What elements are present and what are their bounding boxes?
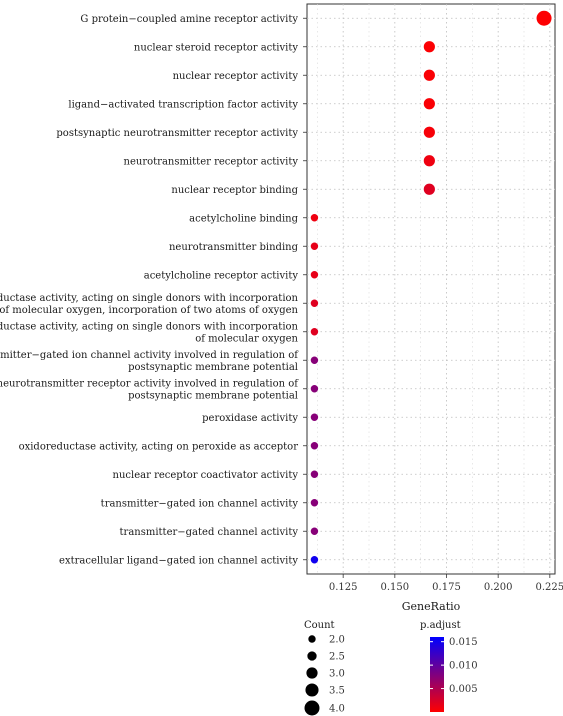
term-label: peroxidase activity	[202, 413, 298, 424]
count-legend-dot	[307, 651, 317, 661]
count-legend-label: 3.0	[329, 669, 345, 680]
data-point	[310, 413, 319, 421]
data-point	[310, 271, 319, 279]
term-label: transmitter−gated ion channel activity	[101, 498, 299, 509]
term-label: neurotransmitter receptor activity invol…	[0, 378, 299, 401]
data-point	[423, 126, 435, 138]
term-label: transmitter−gated channel activity	[120, 527, 299, 538]
data-point	[423, 155, 435, 167]
count-legend-dot	[305, 683, 319, 697]
data-point	[310, 470, 319, 478]
term-label: oxidoreductase activity, acting on singl…	[0, 321, 299, 344]
term-label: neurotransmitter binding	[169, 242, 299, 253]
data-point	[310, 527, 319, 535]
p-adjust-legend-label: 0.010	[449, 661, 478, 672]
count-legend-title: Count	[304, 620, 335, 631]
term-label: nuclear receptor coactivator activity	[113, 470, 299, 481]
p-adjust-legend-label: 0.015	[449, 637, 478, 648]
data-point	[423, 183, 435, 195]
term-label: transmitter−gated ion channel activity i…	[0, 350, 299, 373]
term-label: ligand−activated transcription factor ac…	[68, 99, 298, 110]
x-tick-label: 0.175	[432, 582, 461, 593]
count-legend-label: 3.5	[329, 686, 345, 697]
data-point	[310, 385, 319, 393]
data-point	[310, 356, 319, 364]
x-tick-label: 0.225	[536, 582, 563, 593]
x-axis-label: GeneRatio	[402, 600, 461, 613]
data-point	[536, 10, 552, 26]
data-point	[310, 442, 319, 450]
count-legend-dot	[306, 667, 318, 679]
count-legend-label: 2.0	[329, 635, 345, 646]
data-point	[423, 98, 435, 110]
term-label: nuclear receptor binding	[171, 185, 298, 196]
data-point	[310, 328, 319, 336]
plot-panel	[306, 3, 556, 575]
data-point	[310, 299, 319, 307]
data-point	[423, 41, 435, 53]
x-tick-label: 0.125	[329, 582, 358, 593]
data-point	[310, 499, 319, 507]
count-legend-dot	[304, 700, 320, 716]
term-label: acetylcholine receptor activity	[144, 270, 299, 281]
data-point	[423, 69, 435, 81]
term-label: oxidoreductase activity, acting on singl…	[0, 293, 299, 316]
count-legend-label: 4.0	[329, 704, 345, 715]
data-point	[310, 214, 319, 222]
count-legend-label: 2.5	[329, 652, 345, 663]
x-tick-label: 0.150	[381, 582, 410, 593]
term-label: acetylcholine binding	[189, 213, 298, 224]
count-legend-dot	[308, 635, 316, 643]
term-label: postsynaptic neurotransmitter receptor a…	[56, 128, 298, 139]
x-tick-label: 0.200	[484, 582, 513, 593]
term-label: neurotransmitter receptor activity	[124, 156, 299, 167]
data-point	[310, 556, 319, 564]
term-label: nuclear receptor activity	[173, 71, 299, 82]
p-adjust-colorbar	[430, 637, 444, 712]
term-label: extracellular ligand−gated ion channel a…	[59, 555, 298, 566]
p-adjust-legend-label: 0.005	[449, 684, 478, 695]
p-adjust-legend-title: p.adjust	[420, 620, 461, 631]
data-point	[310, 242, 319, 250]
term-label: nuclear steroid receptor activity	[134, 42, 298, 53]
term-label: oxidoreductase activity, acting on perox…	[19, 441, 299, 452]
term-label: G protein−coupled amine receptor activit…	[80, 14, 298, 25]
